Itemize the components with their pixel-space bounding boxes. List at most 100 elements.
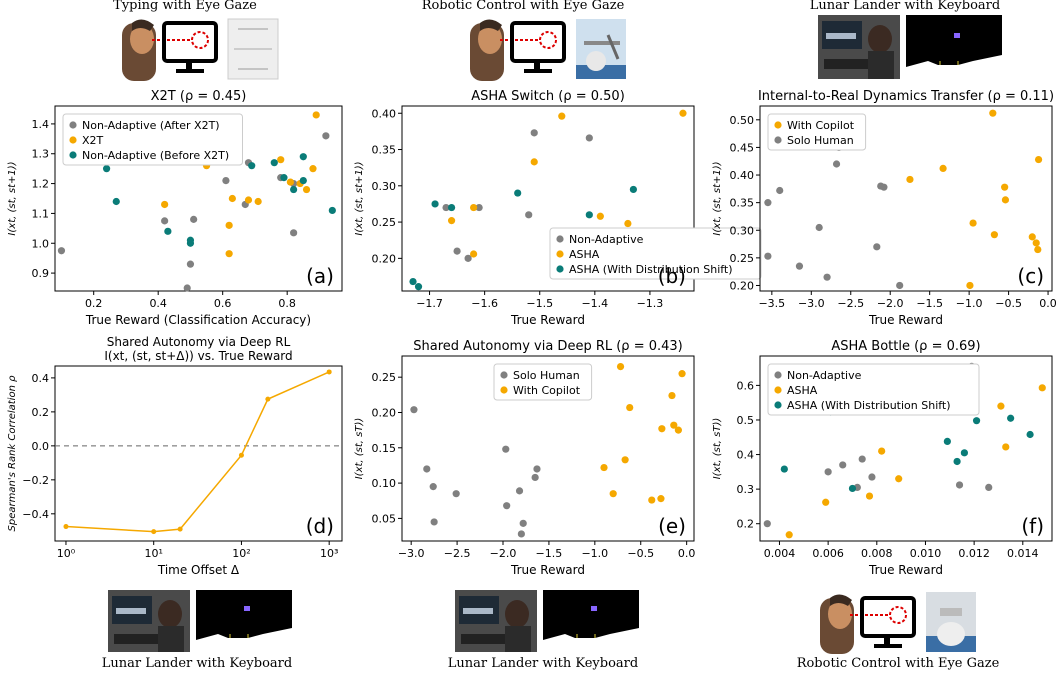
panel-label: (a) <box>306 264 334 288</box>
typing-interface-thumbnail <box>227 18 279 80</box>
scatter-point <box>525 211 533 219</box>
x-tick-label: 0.0 <box>678 547 696 560</box>
chart-title: ASHA Bottle (ρ = 0.69) <box>831 339 980 354</box>
y-tick-label: 0.25 <box>372 371 397 384</box>
legend-entry: ASHA (With Distribution Shift) <box>787 399 951 412</box>
x-tick-label: −3.0 <box>798 297 825 310</box>
scatter-point <box>764 199 772 207</box>
line-point <box>326 369 332 375</box>
legend-marker <box>774 401 782 409</box>
scatter-point <box>1034 155 1043 164</box>
x-tick-label: −1.7 <box>416 297 443 310</box>
x-tick-label: 0.006 <box>812 547 844 560</box>
scatter-point <box>161 200 169 209</box>
y-tick-label: 0.40 <box>730 169 755 182</box>
legend-marker <box>774 371 782 379</box>
scatter-point <box>880 183 888 191</box>
x-tick-label: 0.0 <box>1039 297 1057 310</box>
caption-top-3: Lunar Lander with Keyboard <box>809 0 1001 13</box>
y-tick-label: 0.9 <box>32 267 50 280</box>
legend-marker <box>500 386 508 394</box>
chart-asha-bottle: ASHA Bottle (ρ = 0.69) 0.004 0.006 0.008 0.0… <box>712 339 1053 577</box>
panel-label: (c) <box>1017 264 1044 288</box>
scatter-point <box>832 160 841 168</box>
scatter-point <box>616 362 625 371</box>
y-tick-label: 0.2 <box>32 406 50 419</box>
y-tick-label: 0.25 <box>730 252 755 265</box>
x-tick-label: 0.8 <box>278 297 296 310</box>
scatter-point <box>609 490 617 498</box>
legend-entry: Non-Adaptive (After X2T) <box>82 119 220 132</box>
x-tick-label: −2.0 <box>490 547 517 560</box>
line-point <box>238 452 244 458</box>
chart-asha-switch: ASHA Switch (ρ = 0.50) −1.7 −1.6 −1.5 −1.4 −1… <box>354 89 762 327</box>
y-tick-label: 0.50 <box>730 114 755 127</box>
x-tick-label: −2.5 <box>444 547 471 560</box>
scatter-point <box>906 175 914 184</box>
x-tick-label: 0.6 <box>214 297 232 310</box>
scatter-point <box>244 196 253 204</box>
y-tick-label: 0.2 <box>737 518 755 531</box>
eye-gaze-robot-illustration-bottom <box>820 592 976 654</box>
scatter-point <box>112 197 120 206</box>
legend-marker <box>774 121 782 129</box>
x-tick-label: −3.5 <box>758 297 785 310</box>
panel-label: (d) <box>306 514 334 538</box>
scatter-point <box>290 229 298 237</box>
legend-box <box>767 113 867 151</box>
scatter-point <box>503 502 511 510</box>
scatter-point <box>270 159 278 167</box>
y-tick-label: −0.4 <box>22 508 49 521</box>
scatter-point <box>312 111 320 119</box>
legend-box <box>493 363 593 401</box>
legend-entry: ASHA (With Distribution Shift) <box>569 263 733 276</box>
scatter-point <box>328 206 336 215</box>
x-axis-label: True Reward <box>868 313 943 327</box>
y-tick-label: 0.35 <box>372 144 397 157</box>
scatter-point <box>1007 414 1015 422</box>
scatter-point <box>190 215 198 223</box>
legend-marker <box>556 265 564 273</box>
y-axis-label: I(xt, (st, sT)) <box>354 418 365 480</box>
scatter-point <box>960 449 968 457</box>
y-tick-label: 0.20 <box>372 406 397 419</box>
scatter-point <box>966 281 974 290</box>
scatter-point <box>657 495 665 503</box>
person-icon <box>470 19 504 81</box>
scatter-point <box>785 531 793 539</box>
scatter-point <box>248 162 256 170</box>
monitor-icon <box>162 21 218 73</box>
person-icon <box>820 594 854 654</box>
scatter-point <box>679 109 687 117</box>
legend-marker <box>774 136 782 144</box>
scatter-point <box>186 236 195 244</box>
x-axis-label: True Reward (Classification Accuracy) <box>85 313 311 327</box>
chart-title: ASHA Switch (ρ = 0.50) <box>471 89 625 104</box>
scatter-point <box>519 519 527 527</box>
x-tick-label: −2.0 <box>877 297 904 310</box>
chart-internal-to-real: Internal-to-Real Dynamics Transfer (ρ = … <box>712 89 1057 327</box>
scatter-point <box>452 490 460 498</box>
x-axis-label: True Reward <box>510 313 585 327</box>
y-tick-label: 0.20 <box>372 252 397 265</box>
scatter-point <box>453 247 461 255</box>
legend-marker <box>500 371 508 379</box>
y-tick-label: 1.3 <box>32 148 50 161</box>
line-point <box>265 396 271 402</box>
legend-entry: Non-Adaptive <box>787 369 862 382</box>
scatter-point <box>558 112 566 120</box>
x-tick-label: −1.5 <box>526 297 553 310</box>
plot-frame <box>54 105 343 292</box>
scatter-point <box>530 158 538 166</box>
legend-entry: With Copilot <box>787 119 855 132</box>
scatter-point <box>969 219 977 227</box>
panel-label: (e) <box>658 514 686 538</box>
scatter-point <box>878 447 886 455</box>
scatter-point <box>515 487 524 495</box>
legend-marker <box>774 386 782 394</box>
scatter-point <box>658 425 666 433</box>
scatter-point <box>585 134 593 142</box>
scatter-point <box>868 473 876 481</box>
y-tick-label: 0.05 <box>372 512 397 525</box>
scatter-point <box>254 197 262 206</box>
